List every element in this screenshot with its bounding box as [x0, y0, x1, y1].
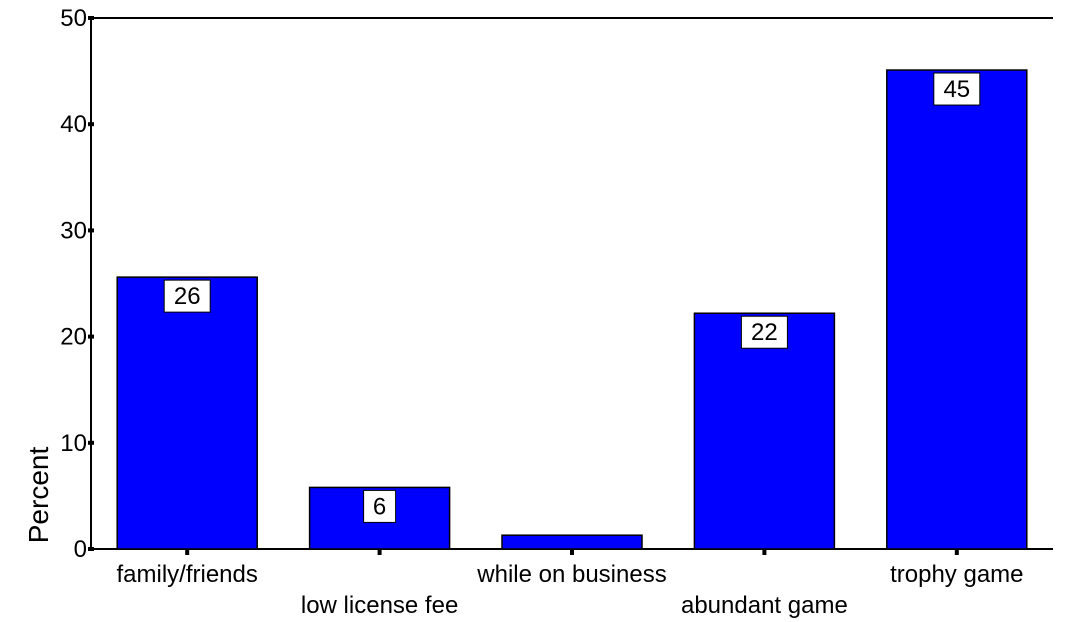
x-category-label: low license fee — [301, 592, 458, 619]
x-tick — [762, 550, 767, 555]
y-tick — [88, 440, 94, 445]
y-axis-label: Percent — [23, 447, 54, 544]
x-category-label: while on business — [476, 561, 666, 588]
data-label-box — [740, 315, 788, 349]
x-tick — [570, 550, 574, 555]
x-category-label: abundant game — [681, 592, 848, 619]
data-label: 45 — [943, 76, 970, 103]
y-axis: 0 10 20 30 40 50 — [60, 5, 1053, 563]
x-category-label: family/friends — [117, 561, 258, 588]
y-tick-label: 40 — [60, 111, 87, 138]
x-category-label: trophy game — [890, 561, 1023, 588]
y-tick — [88, 16, 94, 20]
x-tick — [954, 550, 959, 555]
data-label: 6 — [373, 493, 386, 520]
bar — [693, 312, 836, 550]
x-tick — [377, 550, 382, 555]
data-label: 22 — [751, 319, 778, 346]
category-labels: family/friends low license fee while on bu… — [117, 561, 1024, 619]
bar — [886, 69, 1028, 550]
x-tick — [185, 550, 190, 555]
y-tick-label: 30 — [60, 217, 87, 244]
y-tick-label: 20 — [60, 324, 87, 351]
y-tick-label: 0 — [74, 536, 87, 563]
data-label-box — [363, 489, 397, 523]
y-tick — [88, 334, 94, 339]
y-tick-label: 10 — [60, 430, 87, 457]
x-axis — [91, 548, 1053, 555]
bar — [501, 534, 643, 550]
data-label: 26 — [174, 283, 201, 310]
data-label-box — [933, 72, 981, 106]
y-tick-label: 50 — [60, 5, 87, 32]
bar — [116, 276, 258, 550]
bars: 26 6 22 45 — [116, 69, 1028, 550]
y-tick — [88, 122, 94, 127]
data-label-box — [163, 279, 211, 313]
y-tick — [88, 228, 94, 233]
